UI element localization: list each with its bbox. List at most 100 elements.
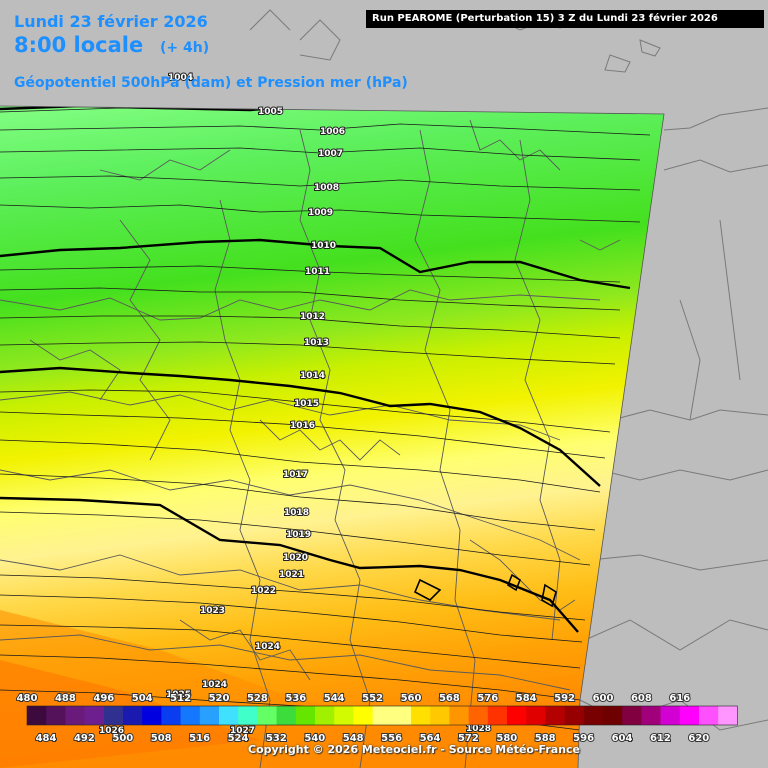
copyright-notice: Copyright © 2026 Meteociel.fr - Source M… [248, 743, 581, 756]
isobar-label: 1010 [311, 241, 336, 251]
isobar-label: 1015 [294, 399, 319, 409]
isobar-label: 1007 [318, 149, 343, 159]
local-time: 8:00 locale [14, 33, 144, 57]
isobar-label: 1022 [251, 586, 276, 596]
scale-swatch [449, 706, 469, 725]
isobar-label: 1023 [200, 606, 225, 616]
isobar-label: 1020 [283, 553, 308, 563]
color-scale: 480 488 496 504 512 520 528 536 544 552 560 568 576 5… [16, 692, 738, 745]
scale-label-lower: 508 [151, 733, 172, 744]
isobar-label: 1019 [286, 530, 311, 540]
scale-swatch [564, 706, 585, 725]
scale-label-upper: 608 [631, 693, 652, 704]
scale-swatch [718, 706, 738, 725]
scale-label-upper: 600 [593, 693, 614, 704]
isobar-label: 1025 [166, 690, 191, 700]
isobar-label: 1017 [283, 470, 308, 480]
scale-label-upper: 552 [362, 693, 383, 704]
forecast-offset: (+ 4h) [160, 40, 210, 56]
scale-swatch [641, 706, 661, 725]
scale-swatch [430, 706, 450, 725]
scale-swatch [315, 706, 335, 725]
run-title: Run PEAROME (Perturbation 15) 3 Z du Lun… [366, 10, 764, 28]
coast-fragments [413, 573, 557, 608]
scale-swatch [487, 706, 508, 725]
scale-label-lower: 596 [573, 733, 594, 744]
scale-label-upper: 560 [401, 693, 422, 704]
scale-swatch [411, 706, 431, 725]
scale-label-lower: 540 [304, 733, 325, 744]
scale-label-lower: 492 [74, 733, 95, 744]
isobar-label: 1028 [466, 724, 491, 734]
isobar-label: 1013 [304, 338, 329, 348]
scale-swatch [180, 706, 201, 725]
isobar-label: 1024 [255, 642, 280, 652]
scale-swatch [276, 706, 297, 725]
scale-label-upper: 496 [93, 693, 114, 704]
isobar-label: 1012 [300, 312, 325, 322]
scale-swatch [391, 706, 412, 725]
geopotential-field [0, 106, 664, 768]
scale-label-upper: 568 [439, 693, 460, 704]
scale-label-upper: 480 [17, 693, 38, 704]
isobar-label: 1011 [305, 267, 330, 277]
isobar-label: 1016 [290, 421, 315, 431]
scale-swatch [583, 706, 604, 725]
scale-label-lower: 556 [381, 733, 402, 744]
scale-label-lower: 564 [420, 733, 441, 744]
scale-frame [26, 705, 738, 726]
scale-label-lower: 620 [688, 733, 709, 744]
isobar-label: 1005 [258, 107, 283, 117]
scale-swatch [84, 706, 105, 725]
scale-swatch [123, 706, 143, 725]
scale-label-upper: 544 [324, 693, 345, 704]
scale-label-lower: 548 [343, 733, 364, 744]
scale-swatch [295, 706, 316, 725]
scale-label-upper: 616 [669, 693, 690, 704]
isobar-label: 1018 [284, 508, 309, 518]
isobar-label: 1024 [202, 680, 227, 690]
scale-swatch [161, 706, 181, 725]
scale-label-upper: 520 [209, 693, 230, 704]
scale-swatch [507, 706, 527, 725]
scale-swatch [27, 706, 47, 725]
scale-label-lower: 580 [496, 733, 517, 744]
scale-label-upper: 576 [477, 693, 498, 704]
isobar-label: 1008 [314, 183, 339, 193]
country-borders [0, 119, 621, 768]
scale-swatch [65, 706, 85, 725]
scale-label-lower: 484 [36, 733, 57, 744]
isobar-label: 1014 [300, 371, 325, 381]
scale-swatch [334, 706, 354, 725]
scale-swatch [545, 706, 565, 725]
scale-label-lower: 572 [458, 733, 479, 744]
scale-swatch [142, 706, 162, 725]
scale-label-upper: 592 [554, 693, 575, 704]
isobar-label: 1027 [230, 726, 255, 736]
scale-swatch [103, 706, 124, 725]
scale-label-upper: 512 [170, 693, 191, 704]
isobar-label: 1026 [99, 726, 124, 736]
scale-label-upper: 536 [285, 693, 306, 704]
isobar-label: 1004 [168, 73, 193, 83]
scale-swatch [372, 706, 393, 725]
scale-label-upper: 584 [516, 693, 537, 704]
isobar-labels: 1004 1005 1006 1007 1008 1009 1010 1011 … [98, 72, 492, 737]
scale-swatch [219, 706, 239, 725]
scale-swatch [353, 706, 373, 725]
scale-swatch [603, 706, 623, 725]
scale-swatch [257, 706, 277, 725]
scale-label-upper: 528 [247, 693, 268, 704]
scale-swatch [468, 706, 489, 725]
scale-swatch [526, 706, 546, 725]
scale-label-lower: 500 [112, 733, 133, 744]
scale-label-lower: 612 [650, 733, 671, 744]
isobar-label: 1006 [320, 127, 345, 137]
isobar-label: 1009 [308, 208, 333, 218]
scale-label-lower: 524 [228, 733, 249, 744]
scale-swatch [622, 706, 642, 725]
scale-label-lower: 588 [535, 733, 556, 744]
scale-label-lower: 532 [266, 733, 287, 744]
